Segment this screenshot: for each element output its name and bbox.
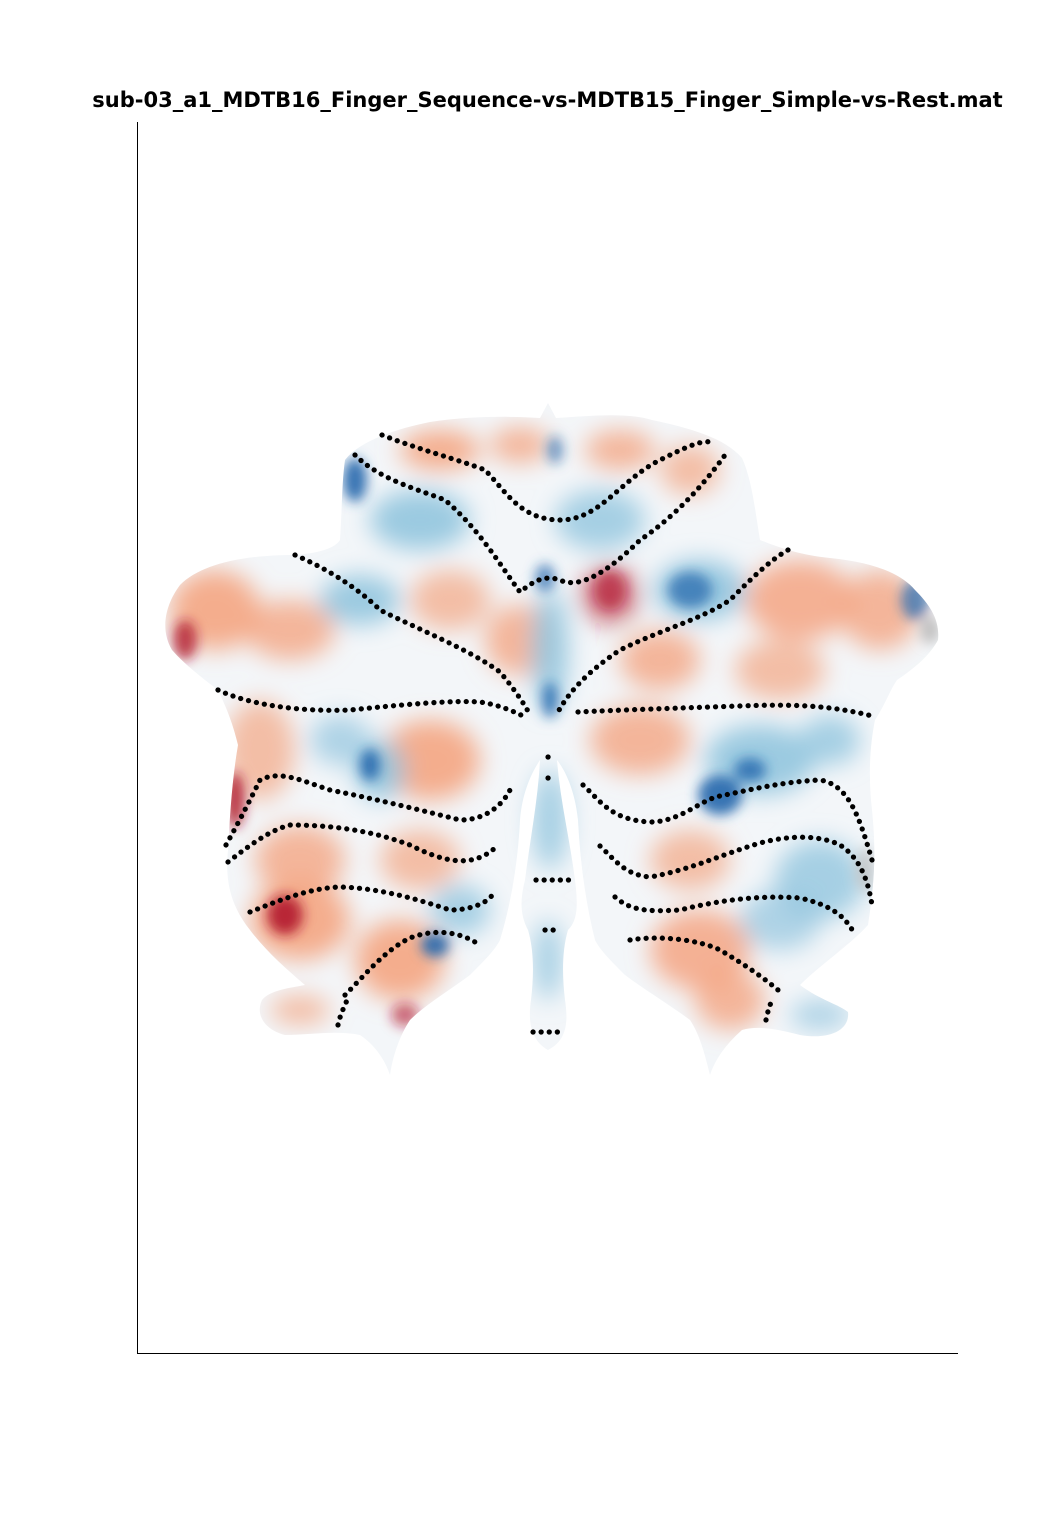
activation-hotspot-2 [594,570,626,610]
flatmap-surface [165,403,939,1075]
activation-hotspot-15 [542,682,558,718]
activation-blob-29 [355,920,445,1000]
lobule-boundary-16 [342,929,478,998]
activation-blob-2 [585,430,655,470]
lobule-boundary-13 [247,884,495,915]
activation-blob-5 [555,490,645,550]
activation-blob-36 [270,995,330,1025]
lobule-boundary-10 [225,822,498,865]
lobule-boundary-19 [763,997,775,1023]
activation-blob-16 [735,640,825,700]
activation-blob-3 [660,445,720,495]
activation-blob-21 [590,705,690,775]
activation-blob-8 [320,575,400,625]
lobule-boundary-1 [352,452,728,596]
activation-hotspot-3 [668,572,712,608]
lobule-boundary-4 [215,687,528,720]
activation-hotspot-13 [391,1003,419,1027]
activation-hotspot-12 [421,933,449,957]
activation-hotspot-9 [734,758,766,782]
lobule-boundary-14 [612,894,858,938]
lobule-boundary-3 [555,547,791,715]
activation-hotspot-5 [920,616,939,644]
activation-hotspot-16 [547,436,563,464]
lobule-boundary-5 [575,702,875,719]
activation-blob-35 [534,920,562,1000]
activation-hotspot-14 [855,848,875,892]
activation-blob-31 [650,910,750,990]
lobule-boundary-17 [627,935,781,993]
lobule-boundary-2 [292,552,533,718]
activation-blob-4 [370,490,470,550]
activation-blob-7 [245,600,335,660]
activation-blob-34 [532,770,568,870]
lobule-boundary-0 [379,432,713,523]
activation-blob-32 [740,890,820,950]
activation-blob-38 [695,970,765,1030]
activation-blob-18 [380,720,480,800]
lobule-boundary-9 [580,777,875,863]
activation-blob-1 [490,427,550,463]
activation-hotspot-11 [267,895,303,935]
lobule-boundary-11 [597,834,875,908]
lobule-boundaries [215,432,875,1035]
activation-blob-24 [255,825,345,895]
activation-hotspot-6 [173,620,197,660]
activation-hotspot-0 [343,458,367,502]
activation-hotspot-10 [225,772,245,828]
activation-blob-13 [745,560,855,640]
activation-blob-19 [310,715,370,765]
activation-blob-37 [790,1000,850,1030]
activation-blob-22 [705,725,815,795]
activation-blob-23 [800,715,860,765]
activation-blobs [170,427,920,1030]
figure-title: sub-03_a1_MDTB16_Finger_Sequence-vs-MDTB… [92,88,1003,112]
activation-blob-15 [620,630,700,690]
lobule-boundary-8 [223,773,513,848]
activation-blob-14 [840,570,920,650]
activation-hotspot-7 [360,749,380,781]
activation-blob-26 [650,830,730,890]
activation-blob-25 [380,830,460,890]
lobule-boundary-18 [335,995,351,1028]
activation-hotspot-4 [901,580,929,620]
activation-blob-9 [410,570,490,630]
activation-blob-33 [532,590,568,710]
